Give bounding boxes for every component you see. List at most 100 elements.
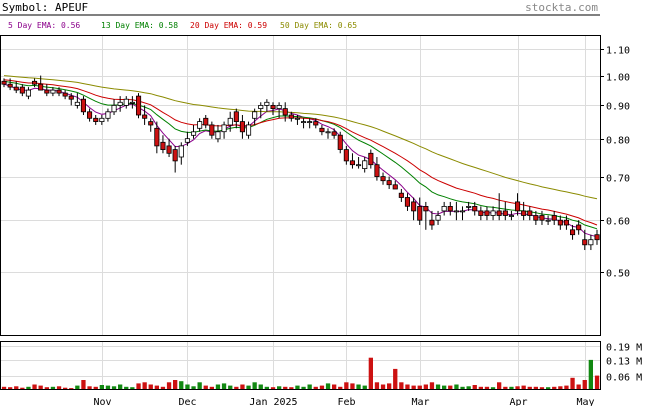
volume-bar — [380, 384, 386, 389]
x-tick-label: Feb — [337, 397, 355, 406]
volume-bar — [484, 386, 490, 389]
candle-body — [484, 210, 490, 216]
candle-body — [337, 134, 343, 150]
candle-body — [472, 205, 478, 212]
volume-bar — [1, 386, 7, 389]
candle-body — [576, 224, 582, 231]
volume-bar — [546, 387, 551, 389]
candle-body — [423, 205, 429, 212]
price-tick-label: 1.00 — [606, 73, 630, 84]
volume-bar — [405, 384, 410, 389]
candle-body — [435, 215, 441, 221]
volume-bar — [87, 386, 92, 389]
volume-bar — [374, 382, 380, 389]
candle-body — [404, 197, 410, 207]
volume-bar — [503, 386, 508, 389]
candle-body — [588, 239, 594, 246]
volume-bar — [148, 384, 153, 389]
volume-bar — [63, 387, 68, 389]
volume-bar — [448, 385, 453, 389]
x-tick-label: Jan 2025 — [249, 397, 297, 406]
volume-bar — [295, 385, 300, 389]
candle-body — [215, 131, 221, 140]
volume-bar — [564, 385, 569, 389]
candle-body — [300, 121, 307, 123]
candle-body — [533, 215, 539, 221]
volume-bar — [442, 385, 447, 389]
volume-bar — [221, 383, 227, 389]
candle-body — [331, 131, 337, 136]
volume-bar — [319, 385, 325, 389]
candle-body — [1, 80, 7, 85]
candle-body — [276, 105, 282, 110]
candle-body — [80, 98, 87, 113]
volume-bar — [252, 382, 257, 389]
volume-bar — [576, 384, 581, 389]
candle-body — [233, 111, 239, 123]
volume-bar — [460, 386, 465, 389]
volume-bar — [429, 382, 435, 389]
volume-bar — [277, 386, 282, 389]
candle-body — [380, 176, 386, 182]
volume-bar — [289, 387, 294, 389]
candle-body — [209, 124, 215, 136]
price-tick-label: 0.80 — [606, 136, 630, 147]
x-tick-label: Dec — [178, 397, 196, 406]
volume-bar — [533, 386, 538, 389]
volume-bar — [478, 386, 483, 389]
candle-body — [7, 83, 13, 88]
candle-body — [594, 234, 600, 241]
candle-body — [563, 219, 569, 226]
candle-body — [129, 101, 135, 104]
candle-body — [417, 205, 423, 221]
volume-bar — [332, 384, 337, 389]
volume-bar — [515, 386, 520, 389]
ema-line-1 — [3, 80, 598, 230]
candle-body — [123, 98, 129, 106]
volume-bar — [527, 386, 532, 389]
candle-body — [68, 95, 74, 100]
candle-body — [111, 105, 117, 113]
candle-body — [203, 117, 209, 126]
volume-bar — [270, 387, 276, 389]
candle-body — [258, 105, 264, 110]
volume-bar — [191, 386, 196, 389]
candle-body — [496, 210, 502, 216]
volume-bar — [179, 381, 184, 389]
candle-body — [166, 145, 172, 154]
candle-body — [62, 92, 68, 97]
volume-bar — [552, 386, 557, 389]
x-tick-label: May — [576, 397, 594, 406]
candle-body — [582, 239, 588, 246]
candle-body — [178, 145, 184, 158]
candle-body — [74, 101, 80, 106]
candle-body — [190, 131, 197, 136]
volume-bar — [209, 386, 214, 389]
volume-bar — [130, 387, 135, 389]
volume-bar — [26, 386, 31, 389]
volume-bar — [325, 383, 331, 389]
volume-bar — [423, 384, 428, 389]
volume-bar — [105, 385, 111, 389]
volume-bar — [38, 385, 43, 389]
volume-bar — [283, 386, 288, 389]
volume-bar — [301, 386, 306, 389]
legend-ema5: 5 Day EMA: 0.56 — [8, 21, 80, 30]
ema-line-0 — [3, 83, 598, 238]
price-tick-label: 0.70 — [606, 174, 630, 185]
volume-bar — [228, 385, 233, 389]
volume-bar — [50, 386, 56, 389]
volume-bar — [160, 386, 166, 389]
candle-body — [288, 114, 294, 119]
volume-bar — [411, 385, 416, 389]
ema-lines — [3, 75, 598, 238]
candle-body — [307, 121, 313, 123]
candle-body — [515, 201, 521, 212]
volume-panel-frame — [0, 341, 601, 390]
legend-ema50: 50 Day EMA: 0.65 — [280, 21, 357, 30]
candle-body — [386, 180, 392, 186]
volume-bar — [387, 383, 392, 389]
volume-tick-label: 0.06 M — [606, 373, 642, 384]
volume-bar — [393, 368, 398, 389]
